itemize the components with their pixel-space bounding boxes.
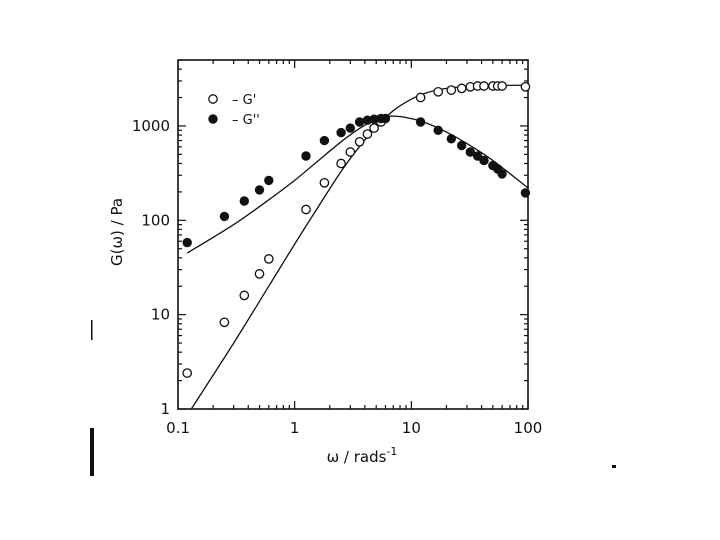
scan-mark-left-bar — [90, 428, 94, 476]
legend-label: – G' — [232, 93, 256, 108]
y-tick-label: 100 — [141, 211, 170, 229]
g-prime-point — [219, 317, 230, 328]
legend-marker-filled — [208, 114, 218, 124]
scan-mark-right-dot — [612, 465, 616, 468]
g-prime-point — [301, 204, 311, 215]
fit-curves — [186, 84, 529, 410]
axis-ticks — [177, 59, 529, 410]
g-double-prime-point — [497, 169, 507, 179]
g-double-prime-point — [446, 134, 456, 144]
g-double-prime-point — [336, 127, 346, 138]
g-double-prime-point — [433, 125, 443, 136]
plot-border — [177, 59, 529, 410]
g-double-prime-point — [239, 196, 250, 206]
x-tick-label: 0.1 — [166, 419, 190, 437]
g-double-prime-point — [264, 175, 274, 186]
g-double-prime-point — [457, 140, 467, 151]
g-double-prime-point — [520, 188, 531, 198]
fit-curve-storage — [190, 84, 529, 410]
scan-mark-left-thin — [91, 320, 93, 340]
g-double-prime-point — [254, 185, 265, 195]
legend-label: – G'' — [232, 113, 260, 128]
g-double-prime-point — [465, 147, 475, 157]
y-axis-label: G(ω) / Pa — [108, 198, 126, 266]
g-prime-point — [336, 158, 346, 169]
x-axis-label: ω / rads-1 — [327, 445, 398, 466]
g-double-prime-point — [182, 237, 192, 248]
g-prime-point — [446, 85, 457, 95]
x-tick-label: 10 — [402, 419, 421, 437]
y-tick-label: 1000 — [132, 117, 170, 135]
g-prime-point — [479, 81, 489, 91]
data-marks — [182, 81, 531, 378]
g-double-prime-point — [345, 123, 355, 133]
g-double-prime-point — [319, 135, 330, 146]
g-prime-point — [456, 83, 467, 94]
g-prime-point — [319, 177, 330, 188]
g-prime-point — [362, 129, 373, 139]
g-double-prime-point — [219, 211, 230, 222]
g-prime-point — [182, 368, 193, 378]
g-double-prime-point — [301, 151, 311, 161]
plot-frame — [177, 59, 529, 410]
legend-marker-open — [208, 94, 218, 104]
g-prime-point — [239, 290, 250, 301]
g-double-prime-point — [380, 113, 391, 124]
g-prime-point — [369, 123, 379, 133]
g-prime-point — [497, 81, 507, 91]
x-tick-label: 100 — [514, 419, 543, 437]
g-double-prime-point — [472, 151, 483, 161]
g-prime-point — [520, 81, 531, 92]
g-prime-point — [254, 269, 265, 279]
x-tick-label: 1 — [290, 419, 300, 437]
g-prime-point — [354, 136, 365, 147]
g-prime-point — [415, 92, 426, 103]
y-tick-label: 10 — [151, 306, 170, 324]
g-prime-point — [263, 254, 274, 264]
g-double-prime-point — [479, 155, 489, 166]
g-prime-point — [345, 147, 356, 157]
legend: – G' – G'' — [208, 93, 260, 128]
fit-curve-loss — [186, 115, 529, 254]
g-double-prime-point — [415, 117, 426, 127]
y-tick-label: 1 — [160, 400, 170, 418]
g-double-prime-point — [354, 117, 365, 127]
g-prime-point — [433, 86, 444, 97]
